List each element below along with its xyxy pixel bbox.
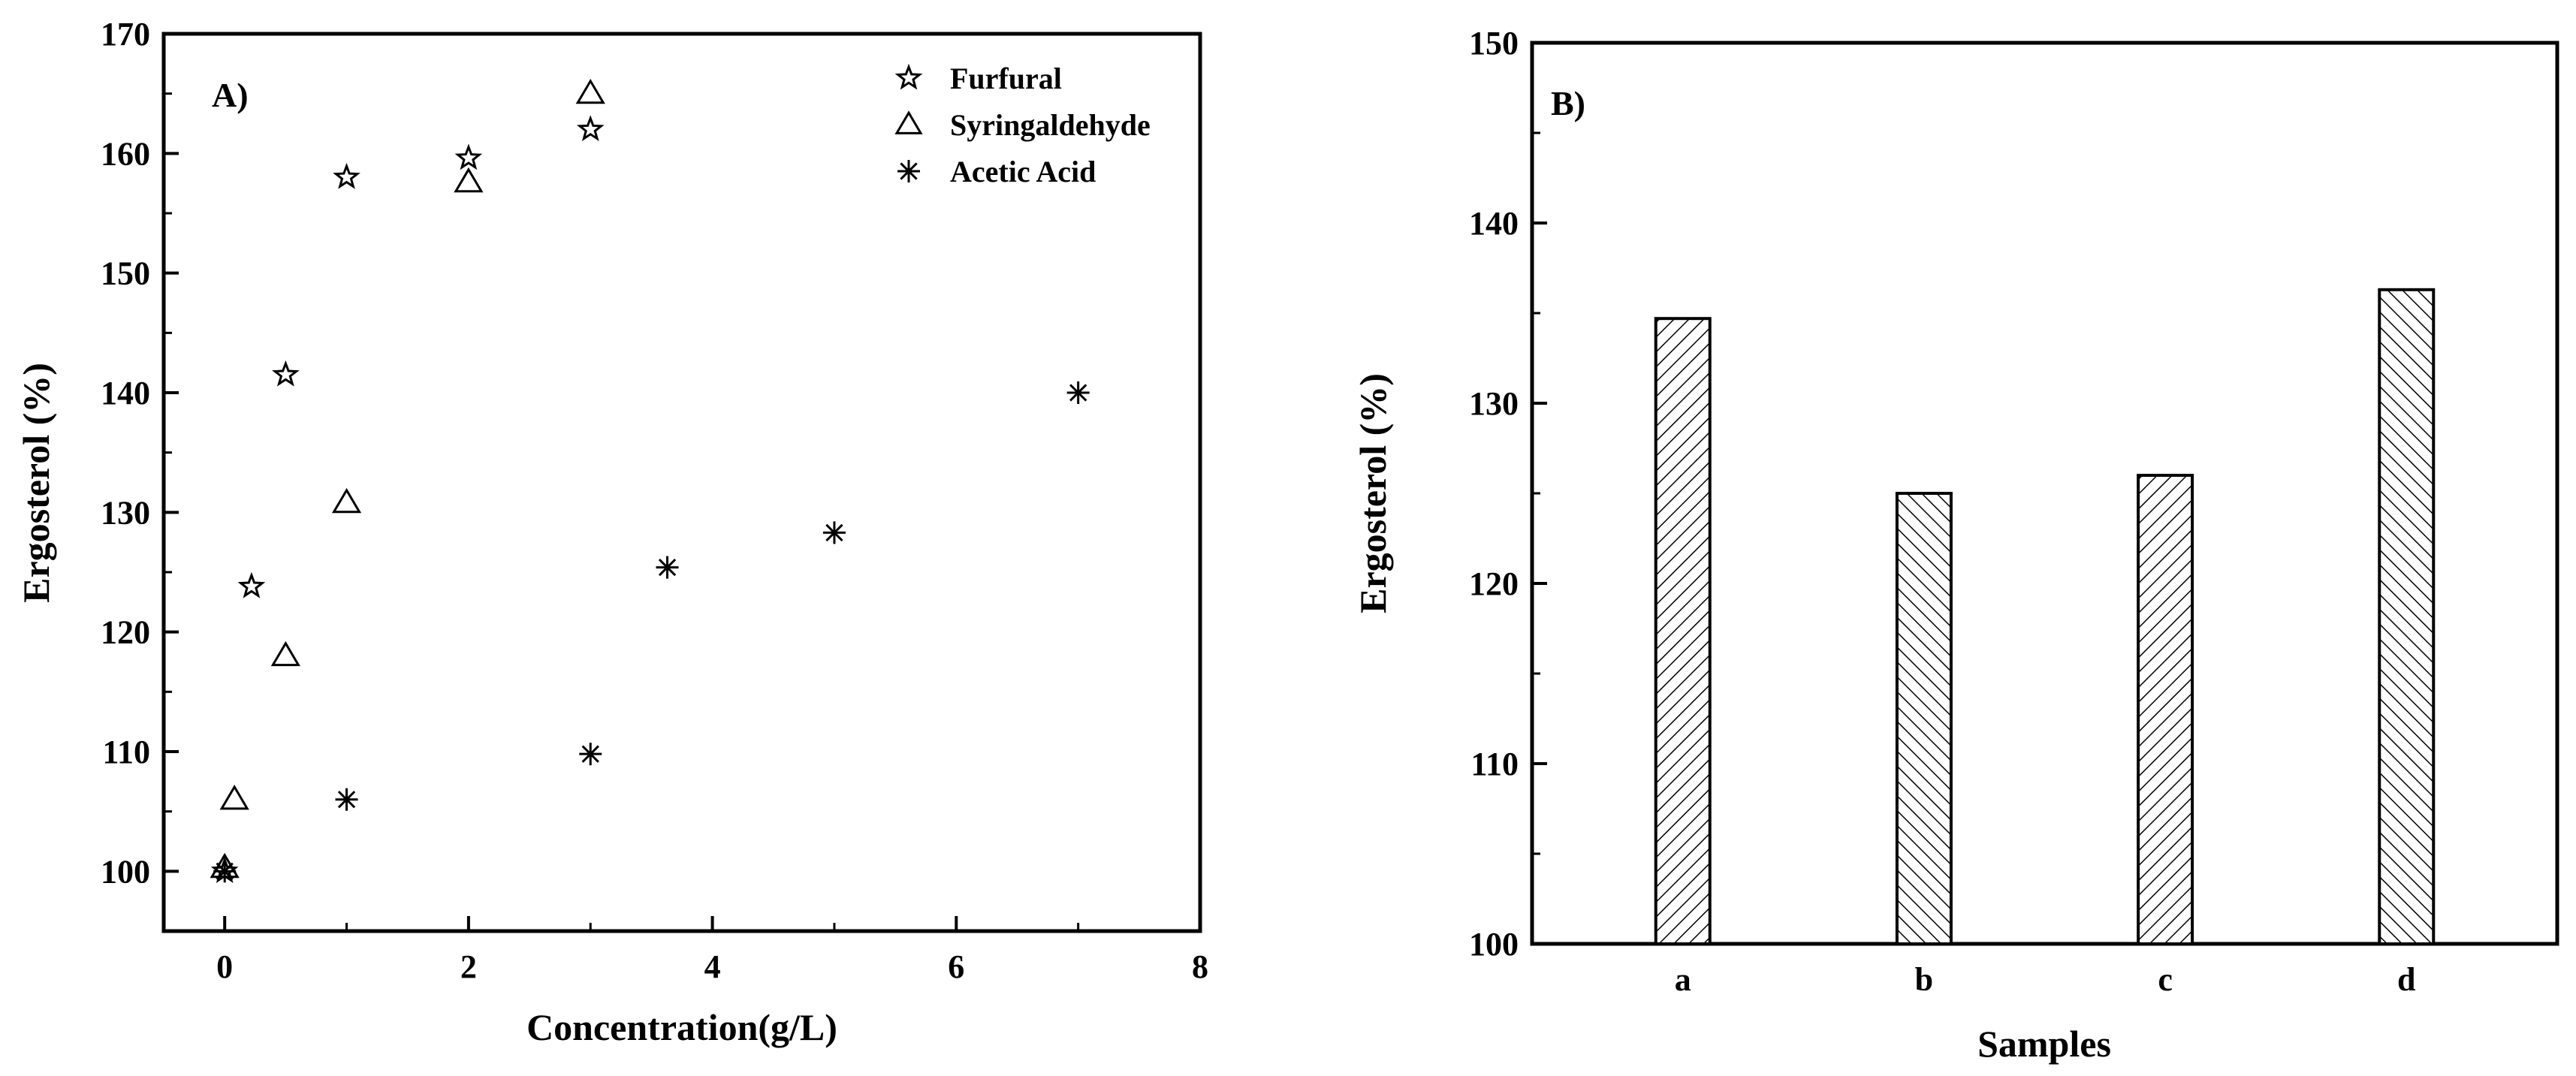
panel-a-ytick-label: 100 bbox=[101, 853, 150, 890]
legend-marker-furfural bbox=[894, 63, 923, 90]
panel-b-xtick-label: d bbox=[2397, 961, 2415, 998]
legend-marker-acetic-acid bbox=[897, 160, 920, 182]
panel-a-xlabel: Concentration(g/L) bbox=[526, 1006, 837, 1048]
panel-a-label: A) bbox=[212, 76, 249, 114]
point-acetic-acid bbox=[213, 860, 237, 883]
point-syringaldehyde bbox=[454, 167, 484, 193]
panel-a-legend: Furfural Syringaldehyde Acetic Acid bbox=[894, 62, 1151, 188]
legend-label-furfural: Furfural bbox=[950, 62, 1062, 95]
panel-b-ytick-label: 150 bbox=[1469, 25, 1519, 62]
panel-a: 0 2 4 6 8 100 110 120 130 140 150 160 170 A) Concent… bbox=[15, 16, 1208, 1048]
panel-a-ytick-label: 140 bbox=[101, 375, 150, 411]
panel-a-xtick-label: 6 bbox=[948, 948, 964, 985]
panel-a-ytick-label: 120 bbox=[101, 614, 150, 651]
point-syringaldehyde bbox=[575, 78, 605, 104]
legend-marker-syringaldehyde bbox=[894, 110, 923, 134]
point-furfural bbox=[237, 571, 266, 598]
panel-b-xtick-label: c bbox=[2158, 961, 2173, 998]
point-furfural bbox=[576, 115, 605, 142]
bar-b bbox=[1895, 492, 1953, 945]
panel-a-ylabel: Ergosterol (%) bbox=[15, 363, 57, 603]
panel-a-xtick-label: 2 bbox=[460, 948, 477, 985]
point-acetic-acid bbox=[1066, 381, 1090, 404]
panel-a-ytick-label: 160 bbox=[101, 135, 150, 172]
panel-b-xtick-label: b bbox=[1915, 961, 1933, 998]
point-acetic-acid bbox=[656, 556, 679, 579]
panel-a-plot-frame bbox=[161, 32, 1202, 933]
legend-label-syringaldehyde: Syringaldehyde bbox=[950, 108, 1151, 142]
panel-a-ticks: 0 2 4 6 8 100 110 120 130 140 150 160 170 bbox=[101, 16, 1208, 985]
point-acetic-acid bbox=[335, 788, 358, 811]
legend-label-acetic-acid: Acetic Acid bbox=[950, 155, 1096, 188]
panel-b-bars bbox=[1654, 288, 2436, 945]
panel-b-xtick-label: a bbox=[1675, 961, 1691, 998]
panel-b-ytick-label: 110 bbox=[1470, 746, 1519, 782]
panel-a-xtick-label: 0 bbox=[216, 948, 233, 985]
point-syringaldehyde bbox=[270, 640, 300, 667]
panel-a-ytick-label: 170 bbox=[101, 16, 150, 53]
panel-b-ylabel: Ergosterol (%) bbox=[1352, 373, 1394, 613]
panel-a-xtick-label: 8 bbox=[1192, 948, 1208, 985]
panel-b-ytick-label: 140 bbox=[1469, 205, 1519, 242]
point-syringaldehyde bbox=[219, 785, 249, 810]
bar-a bbox=[1654, 317, 1712, 945]
point-syringaldehyde bbox=[331, 487, 362, 514]
bar-d bbox=[2378, 288, 2436, 945]
point-furfural bbox=[454, 143, 483, 170]
panel-b-label: B) bbox=[1551, 84, 1585, 122]
panel-a-ytick-label: 130 bbox=[101, 494, 150, 531]
point-furfural bbox=[333, 162, 360, 189]
panel-b-ytick-label: 100 bbox=[1469, 926, 1519, 963]
point-acetic-acid bbox=[822, 521, 846, 544]
panel-b-xlabel: Samples bbox=[1977, 1023, 2111, 1065]
panel-b: 100 110 120 130 140 150 a b c d B) Samples Ergost… bbox=[1352, 25, 2559, 1065]
panel-a-xtick-label: 4 bbox=[704, 948, 721, 985]
point-furfural bbox=[271, 360, 300, 387]
panel-b-ytick-label: 120 bbox=[1469, 565, 1519, 602]
point-acetic-acid bbox=[579, 743, 602, 766]
panel-b-ytick-label: 130 bbox=[1469, 385, 1519, 422]
panel-a-ytick-label: 110 bbox=[102, 734, 150, 770]
bar-c bbox=[2137, 474, 2194, 945]
panel-a-points bbox=[210, 78, 1090, 883]
panel-a-ytick-label: 150 bbox=[101, 255, 150, 292]
